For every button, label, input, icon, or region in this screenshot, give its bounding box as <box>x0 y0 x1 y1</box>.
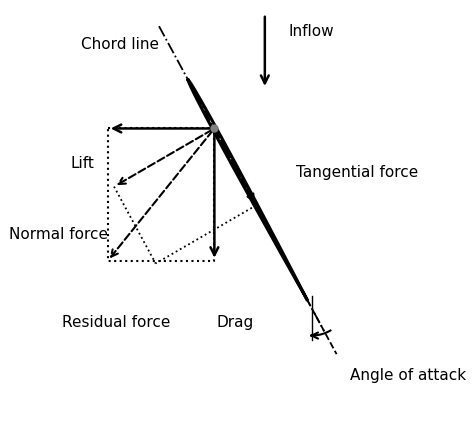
Text: Angle of attack: Angle of attack <box>349 368 465 383</box>
Text: Drag: Drag <box>216 315 253 330</box>
Text: Chord line: Chord line <box>81 37 159 52</box>
Text: Tangential force: Tangential force <box>295 165 417 180</box>
Text: Normal force: Normal force <box>9 227 108 242</box>
Text: Lift: Lift <box>70 156 94 171</box>
Text: Residual force: Residual force <box>61 315 169 330</box>
Text: Inflow: Inflow <box>288 24 334 39</box>
